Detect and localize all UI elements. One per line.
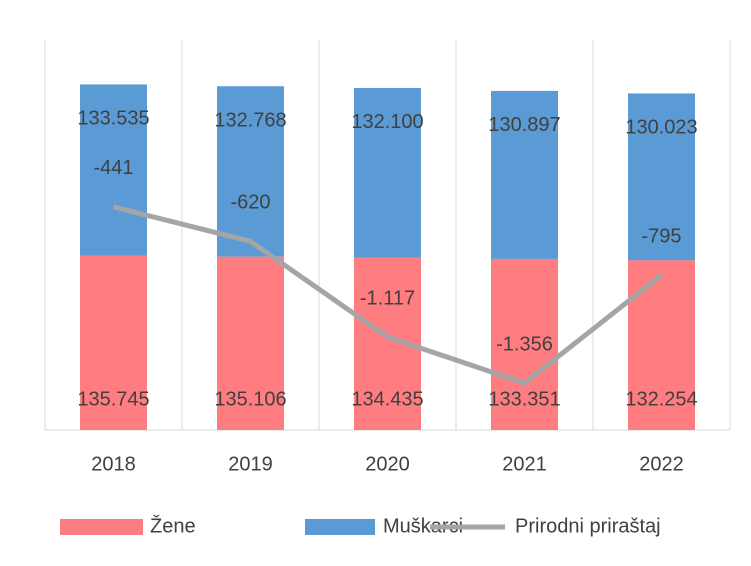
data-label: 130.897: [488, 114, 560, 136]
x-tick-label: 2021: [502, 453, 547, 475]
data-label: -620: [230, 192, 270, 214]
x-tick-label: 2022: [639, 453, 684, 475]
data-label: 133.351: [488, 388, 560, 410]
data-label: -1.356: [496, 333, 553, 355]
bar-segment: [354, 87, 421, 258]
data-label: -1.117: [360, 287, 415, 309]
x-tick-label: 2019: [228, 453, 273, 475]
data-label: 133.535: [77, 108, 149, 130]
data-label: 135.745: [77, 388, 149, 410]
data-label: 132.768: [214, 110, 286, 132]
legend-label: Žene: [150, 514, 196, 537]
data-label: 135.106: [214, 388, 286, 410]
data-label: 132.100: [351, 111, 423, 133]
legend-label: Prirodni priraštaj: [515, 515, 661, 537]
legend-swatch: [60, 519, 143, 535]
data-label: -795: [641, 225, 681, 247]
x-tick-label: 2018: [91, 453, 136, 475]
bar-segment: [628, 260, 695, 430]
legend-label: Muškarci: [383, 515, 463, 537]
data-label: 130.023: [625, 117, 697, 139]
bar-segment: [628, 93, 695, 261]
bar-segment: [80, 255, 147, 430]
data-label: -441: [93, 157, 133, 179]
data-label: 132.254: [625, 388, 697, 410]
bar-segment: [217, 256, 284, 430]
legend-swatch: [305, 519, 375, 535]
bar-segment: [491, 258, 558, 430]
data-label: 134.435: [351, 388, 423, 410]
bar-segment: [217, 86, 284, 257]
bar-segment: [491, 90, 558, 259]
bar-segment: [80, 84, 147, 256]
line-series: [112, 204, 664, 386]
x-tick-label: 2020: [365, 453, 410, 475]
